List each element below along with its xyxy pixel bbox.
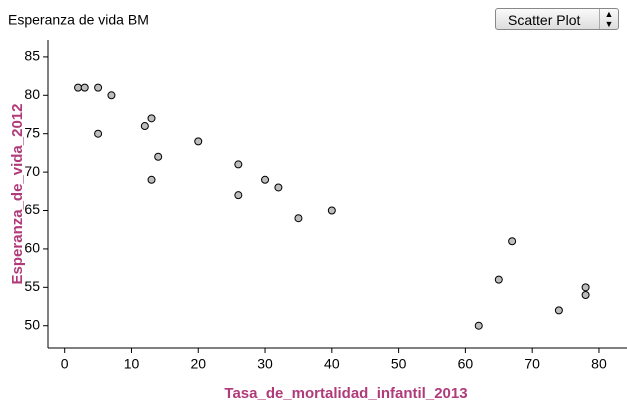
- x-tick-label: 80: [591, 356, 607, 372]
- x-tick-label: 0: [61, 356, 69, 372]
- point: [147, 114, 156, 123]
- y-tick-label: 85: [24, 48, 40, 64]
- point: [274, 183, 283, 192]
- x-tick-label: 20: [190, 356, 206, 372]
- y-tick-label: 80: [24, 86, 40, 102]
- x-tick-label: 30: [257, 356, 273, 372]
- y-tick-label: 55: [24, 278, 40, 294]
- point: [554, 306, 563, 315]
- point: [107, 91, 116, 100]
- x-axis-label: Tasa_de_mortalidad_infantil_2013: [224, 385, 467, 402]
- y-tick-label: 75: [24, 124, 40, 140]
- y-tick-label: 60: [24, 240, 40, 256]
- point: [261, 175, 270, 184]
- x-tick-label: 10: [124, 356, 140, 372]
- dropdown-label: Scatter Plot: [508, 12, 581, 28]
- point: [581, 283, 590, 292]
- x-tick-label: 40: [324, 356, 340, 372]
- y-tick-label: 70: [24, 163, 40, 179]
- point: [194, 137, 203, 146]
- chart-title: Esperanza de vida BM: [8, 12, 149, 28]
- point: [234, 160, 243, 169]
- y-tick-label: 50: [24, 316, 40, 332]
- x-tick-label: 70: [524, 356, 540, 372]
- point: [80, 83, 89, 92]
- point: [474, 321, 483, 330]
- point: [581, 291, 590, 300]
- plot-type-dropdown[interactable]: Scatter Plot ▲ ▼: [495, 8, 619, 30]
- point: [74, 83, 83, 92]
- y-axis-label: Esperanza_de_vida_2012: [9, 104, 26, 285]
- point: [140, 122, 149, 131]
- x-tick-label: 60: [458, 356, 474, 372]
- point: [234, 191, 243, 200]
- point: [147, 175, 156, 184]
- point: [508, 237, 517, 246]
- point: [294, 214, 303, 223]
- point: [94, 129, 103, 138]
- x-tick-label: 50: [391, 356, 407, 372]
- point: [494, 275, 503, 284]
- point: [327, 206, 336, 215]
- point: [94, 83, 103, 92]
- dropdown-arrows: ▲ ▼: [599, 9, 618, 29]
- y-tick-label: 65: [24, 201, 40, 217]
- point: [154, 152, 163, 161]
